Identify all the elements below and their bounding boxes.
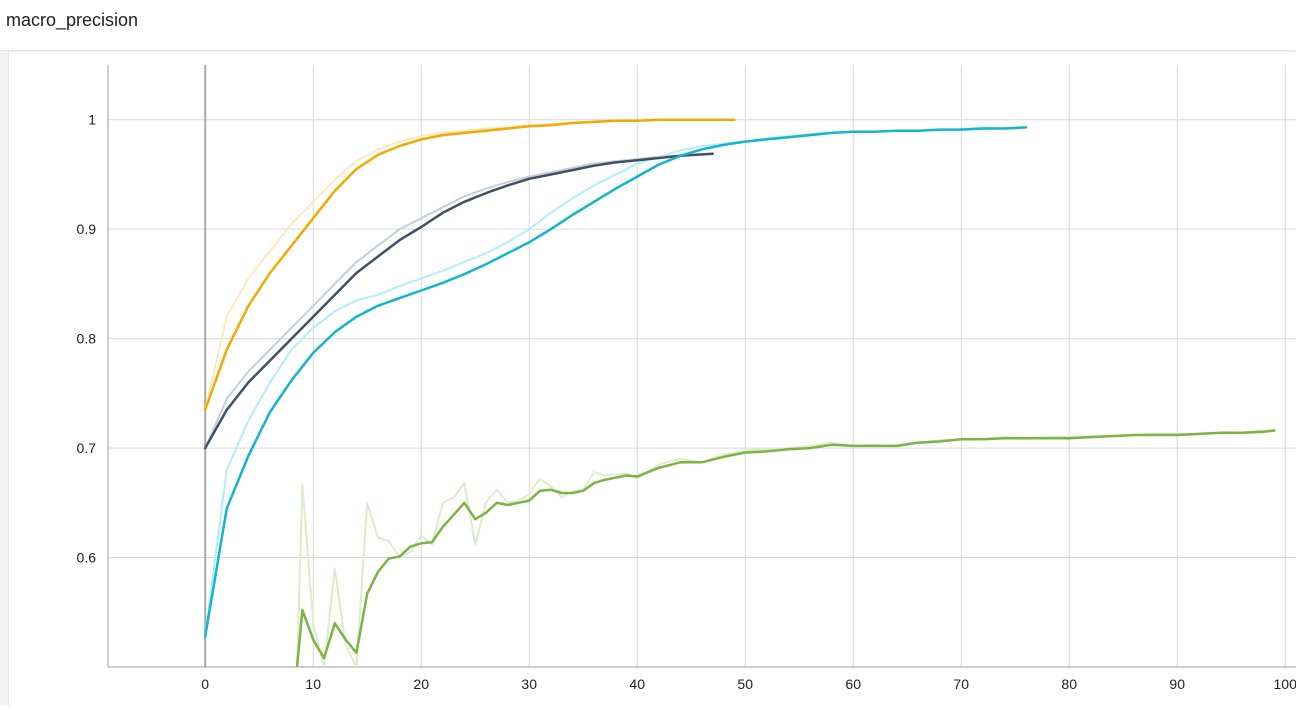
y-tick-label: 0.9 bbox=[77, 221, 97, 237]
chart-header: macro_precision bbox=[0, 0, 1296, 51]
raw-series-line-1 bbox=[204, 152, 714, 450]
axes bbox=[107, 65, 1296, 668]
series-line-0 bbox=[203, 118, 736, 412]
x-tick-label: 90 bbox=[1169, 676, 1185, 692]
x-tick-label: 70 bbox=[953, 676, 969, 692]
x-tick-label: 30 bbox=[521, 676, 537, 692]
chart-title: macro_precision bbox=[6, 10, 139, 30]
series-line-1 bbox=[203, 152, 715, 450]
x-tick-label: 0 bbox=[201, 676, 209, 692]
x-tick-label: 40 bbox=[629, 676, 645, 692]
smoothed-series bbox=[203, 118, 1276, 667]
x-tick-label: 20 bbox=[413, 676, 429, 692]
x-tick-label: 60 bbox=[845, 676, 861, 692]
card-left-edge bbox=[0, 51, 9, 705]
line-chart[interactable]: 0 10 20 30 40 50 60 70 80 90 100 0.6 0.7 0.8 0.9 1 bbox=[0, 51, 1296, 705]
x-tick-label: 100 bbox=[1274, 676, 1296, 692]
y-tick-label: 0.7 bbox=[77, 440, 97, 456]
series-line-2 bbox=[203, 126, 1028, 638]
chart-card: 0 10 20 30 40 50 60 70 80 90 100 0.6 0.7 0.8 0.9 1 bbox=[0, 51, 1296, 705]
series-line-3 bbox=[295, 429, 1276, 667]
raw-series bbox=[204, 118, 1276, 667]
x-tick-label: 80 bbox=[1061, 676, 1077, 692]
raw-series-line-2 bbox=[204, 126, 1027, 636]
x-tick-label: 10 bbox=[305, 676, 321, 692]
raw-series-line-3 bbox=[296, 428, 1276, 667]
raw-series-line-0 bbox=[204, 118, 736, 411]
y-tick-label: 0.6 bbox=[77, 550, 97, 566]
y-tick-label: 0.8 bbox=[77, 331, 97, 347]
y-tick-label: 1 bbox=[88, 112, 96, 128]
tick-labels: 0 10 20 30 40 50 60 70 80 90 100 0.6 0.7 0.8 0.9 1 bbox=[77, 112, 1296, 692]
x-tick-label: 50 bbox=[737, 676, 753, 692]
